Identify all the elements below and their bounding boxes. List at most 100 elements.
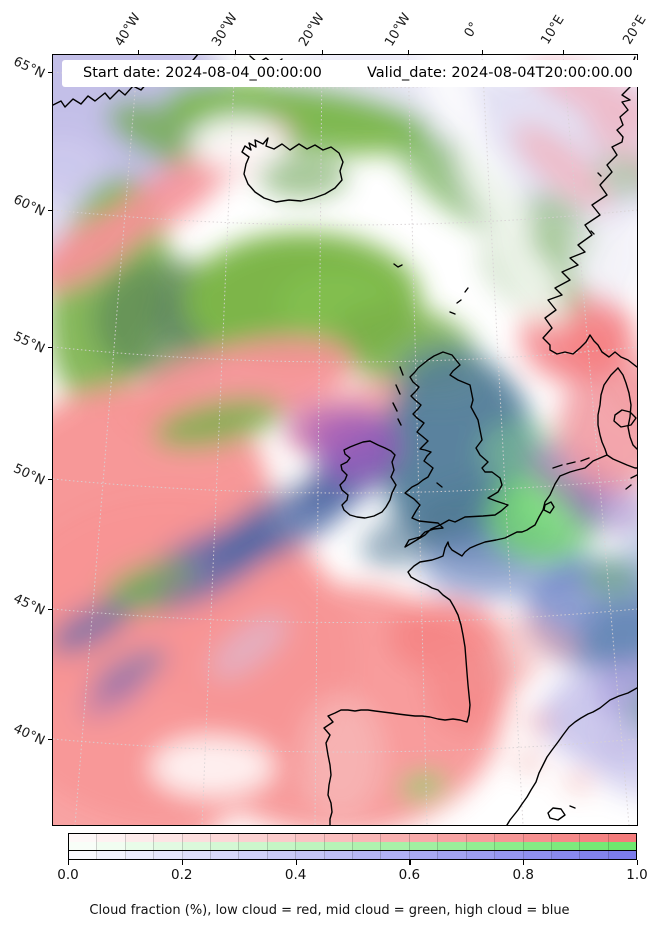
left-axis-tick bbox=[48, 347, 53, 349]
colorbar-segment bbox=[409, 834, 439, 842]
colorbar-segment bbox=[495, 834, 524, 842]
colorbar-segment bbox=[551, 834, 581, 842]
danish-isles bbox=[625, 474, 637, 490]
colorbar-segment bbox=[324, 850, 354, 859]
top-axis-label: 30°W bbox=[209, 10, 241, 50]
top-axis-label: 40°W bbox=[112, 10, 144, 50]
colorbar-caption: Cloud fraction (%), low cloud = red, mid… bbox=[89, 903, 570, 918]
colorbar-segment bbox=[438, 850, 467, 859]
left-axis-tick bbox=[48, 479, 53, 481]
top-axis-label: 0° bbox=[461, 19, 483, 41]
colorbar-segment bbox=[551, 842, 581, 851]
iceland-coast bbox=[241, 137, 344, 203]
top-axis-label: 10°W bbox=[382, 10, 414, 50]
top-axis-tick bbox=[482, 50, 484, 55]
colorbar-tick-label: 0.4 bbox=[284, 867, 307, 883]
left-axis-label: 40°N bbox=[10, 721, 48, 749]
ireland-coast bbox=[339, 440, 397, 519]
uk-coast bbox=[404, 351, 509, 548]
colorbar-segment bbox=[239, 842, 268, 851]
left-axis-tick bbox=[48, 609, 53, 611]
cloud-field bbox=[53, 55, 637, 825]
colorbar-segment bbox=[69, 850, 98, 859]
colorbar-segment bbox=[296, 850, 325, 859]
colorbar-segment bbox=[182, 842, 212, 851]
colorbar-tick bbox=[523, 860, 525, 865]
norway-sweden-coast bbox=[542, 56, 637, 368]
colorbar-segment bbox=[409, 842, 439, 851]
colorbar-tick bbox=[409, 860, 411, 865]
continental-coast bbox=[323, 454, 608, 825]
colorbar-segment bbox=[97, 850, 126, 859]
top-axis-tick bbox=[235, 50, 237, 55]
orkney-shetland bbox=[449, 287, 469, 315]
colorbar-segment bbox=[466, 834, 496, 842]
colorbar-segment bbox=[97, 842, 126, 851]
colorbar-segment bbox=[125, 850, 155, 859]
colorbar-segment bbox=[438, 834, 467, 842]
left-axis-tick bbox=[48, 739, 53, 741]
map-frame bbox=[52, 54, 638, 826]
colorbar-tick bbox=[637, 860, 639, 865]
colorbar bbox=[68, 833, 637, 860]
colorbar-segment bbox=[381, 842, 410, 851]
colorbar-tick-label: 0.0 bbox=[57, 867, 79, 883]
top-axis-label: 10°E bbox=[538, 12, 568, 48]
colorbar-tick-label: 0.8 bbox=[512, 867, 534, 883]
colorbar-segment bbox=[523, 834, 552, 842]
colorbar-bar-high-cloud bbox=[68, 849, 637, 860]
hebrides bbox=[392, 366, 404, 426]
colorbar-segment bbox=[154, 834, 183, 842]
colorbar-segment bbox=[267, 850, 297, 859]
top-axis-label: 20°E bbox=[620, 12, 650, 48]
top-axis-label: 20°W bbox=[296, 10, 328, 50]
colorbar-segment bbox=[353, 834, 382, 842]
coastlines bbox=[53, 55, 637, 825]
colorbar-segment bbox=[495, 842, 524, 851]
colorbar-segment bbox=[466, 842, 496, 851]
colorbar-tick bbox=[181, 860, 183, 865]
colorbar-segment bbox=[523, 842, 552, 851]
colorbar-segment bbox=[608, 842, 637, 851]
colorbar-segment bbox=[495, 850, 524, 859]
top-axis-tick bbox=[563, 50, 565, 55]
valid-date-label: Valid_date: 2024-08-04T20:00:00.00 bbox=[358, 60, 644, 87]
menorca bbox=[569, 805, 576, 809]
top-axis-tick bbox=[408, 50, 410, 55]
colorbar-segment bbox=[580, 842, 609, 851]
map-canvas bbox=[53, 55, 637, 825]
limfjord bbox=[613, 409, 637, 428]
colorbar-segment bbox=[353, 842, 382, 851]
colorbar-tick-label: 1.0 bbox=[626, 867, 648, 883]
left-axis-label: 55°N bbox=[10, 329, 48, 357]
colorbar-segment bbox=[267, 834, 297, 842]
colorbar-segment bbox=[211, 850, 240, 859]
left-axis-label: 65°N bbox=[10, 54, 48, 82]
colorbar-segment bbox=[154, 842, 183, 851]
top-axis-tick bbox=[322, 50, 324, 55]
left-axis-label: 45°N bbox=[10, 591, 48, 619]
colorbar-segment bbox=[381, 834, 410, 842]
colorbar-segment bbox=[211, 834, 240, 842]
left-axis-tick bbox=[48, 72, 53, 74]
mallorca bbox=[547, 807, 566, 821]
colorbar-segment bbox=[608, 850, 637, 859]
colorbar-tick bbox=[295, 860, 297, 865]
colorbar-segment bbox=[324, 842, 354, 851]
colorbar-segment bbox=[580, 850, 609, 859]
colorbar-segment bbox=[353, 850, 382, 859]
colorbar-segment bbox=[182, 834, 212, 842]
colorbar-segment bbox=[466, 850, 496, 859]
colorbar-segment bbox=[69, 842, 98, 851]
left-axis-tick bbox=[48, 210, 53, 212]
colorbar-segment bbox=[438, 842, 467, 851]
colorbar-segment bbox=[182, 850, 212, 859]
colorbar-segment bbox=[211, 842, 240, 851]
colorbar-segment bbox=[69, 834, 98, 842]
denmark-east-coast bbox=[617, 367, 637, 450]
colorbar-segment bbox=[551, 850, 581, 859]
denmark-west-coast bbox=[597, 367, 637, 469]
wadden-islands bbox=[552, 457, 590, 469]
colorbar-segment bbox=[324, 834, 354, 842]
